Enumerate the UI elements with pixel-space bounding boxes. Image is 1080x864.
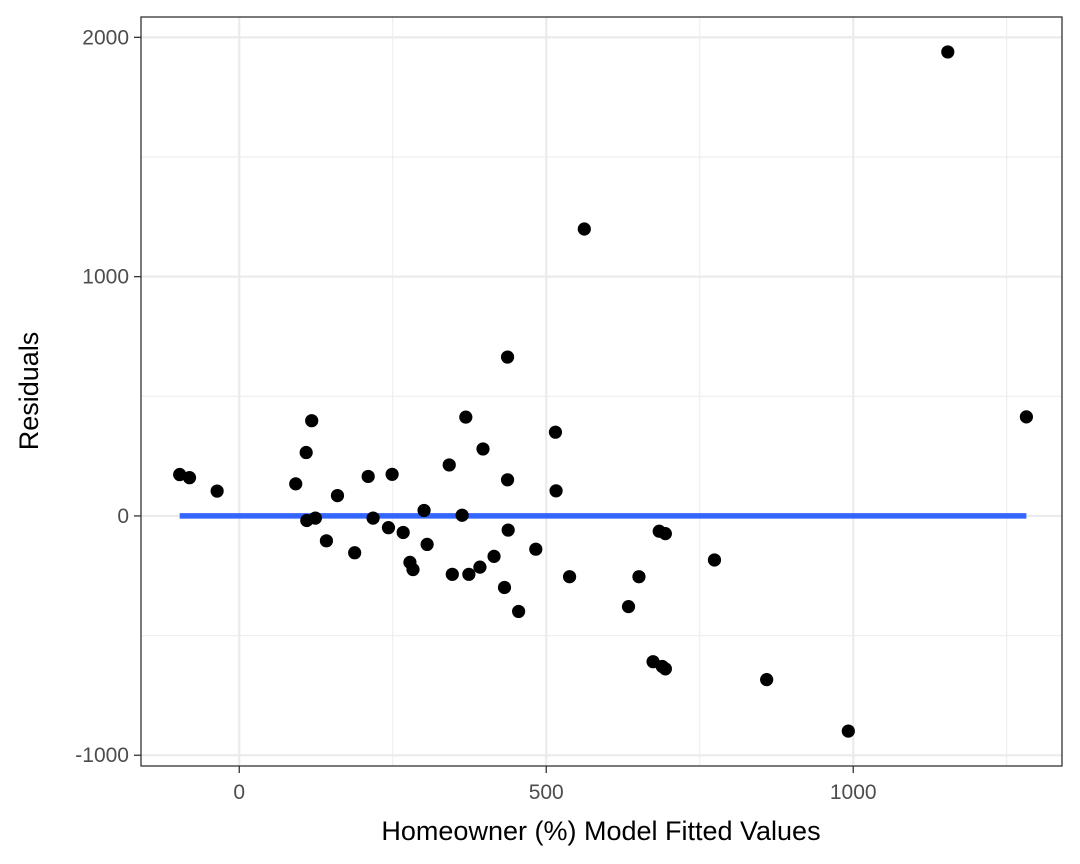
data-point [500,350,515,364]
data-point [501,523,515,537]
data-point [529,542,543,556]
data-point [289,477,303,491]
data-point [210,484,224,498]
panel-background [141,17,1062,766]
data-point [330,488,345,503]
data-point [381,521,396,535]
x-axis-title: Homeowner (%) Model Fitted Values [381,816,820,846]
data-point [299,445,313,460]
data-point [348,546,362,560]
data-point [406,562,420,577]
data-point [417,503,431,518]
tick-labels: 0 500 1000 -1000 0 1000 2000 [75,26,876,804]
axis-ticks [134,36,854,773]
data-point [549,484,563,498]
data-point [476,442,490,456]
data-point [500,473,515,487]
data-point [1019,410,1033,424]
panel-border [140,16,1063,767]
data-point [760,673,774,687]
x-tick-label: 0 [233,781,245,804]
y-tick-label: 0 [117,505,129,528]
data-point [658,662,672,676]
data-point [361,469,375,484]
data-point [385,467,399,481]
data-point [512,604,526,619]
data-point [455,508,469,522]
data-point [308,511,322,525]
data-point [497,580,512,595]
data-point [473,560,487,574]
data-point [658,527,672,541]
data-point [548,425,563,439]
data-point [841,724,855,738]
data-point [366,511,380,525]
points-layer [173,45,1033,738]
data-point [462,567,476,581]
data-point [459,410,473,424]
x-tick-label: 1000 [830,781,877,804]
data-point [941,45,955,59]
data-point [487,549,501,563]
data-point [562,570,577,584]
x-tick-label: 500 [529,781,564,804]
data-point [182,471,197,485]
data-point [577,222,591,236]
data-point [305,414,319,428]
y-tick-label: 1000 [82,266,129,289]
data-point [445,567,459,581]
data-point [707,553,722,567]
data-point [442,458,456,472]
data-point [420,537,434,552]
data-point [621,600,636,614]
y-axis-title: Residuals [14,332,44,451]
y-tick-label: 2000 [82,26,129,49]
y-tick-label: -1000 [75,744,129,767]
data-point [632,570,646,584]
data-point [396,525,410,540]
data-point [319,534,334,548]
